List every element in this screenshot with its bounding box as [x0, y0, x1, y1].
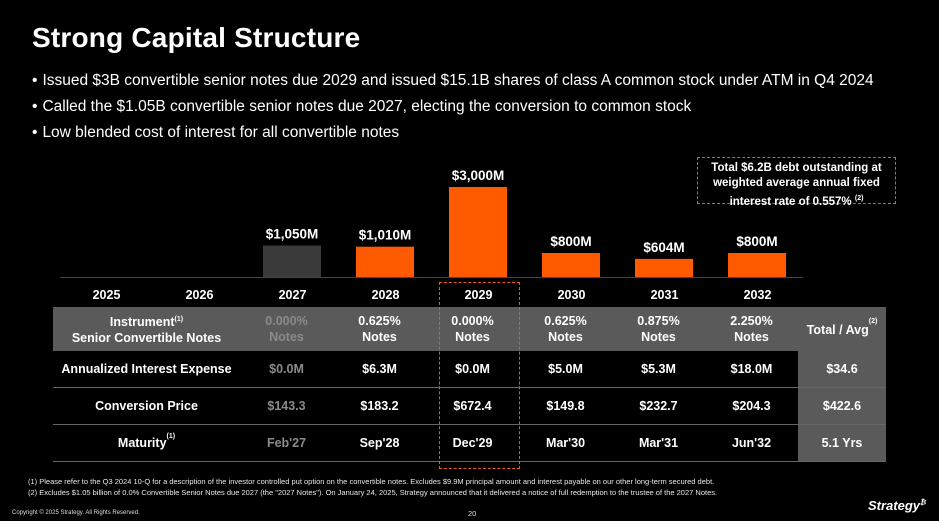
bar-value-label: $1,050M	[266, 227, 319, 242]
coupon-rate: 0.625%	[544, 314, 587, 328]
note-type: Notes	[455, 330, 490, 344]
table-cell: Dec'29	[426, 424, 519, 462]
header-cell-2027: 0.000% Notes	[240, 307, 333, 351]
maturity-bar-chart: $1,050M $1,010M $3,000M $800M $604M $800M	[60, 168, 803, 278]
footnote-ref: (1)	[174, 315, 184, 323]
callout-line: interest rate of 0.557% (2)	[698, 191, 895, 210]
table-cell: $183.2	[333, 387, 426, 425]
header-cell-2032: 2.250% Notes	[705, 307, 798, 351]
bar-2031	[635, 258, 693, 277]
callout-footnote-ref: (2)	[854, 195, 864, 202]
note-type: Notes	[362, 330, 397, 344]
year-tick-label: 2025	[92, 288, 121, 302]
bar-2028	[356, 246, 414, 277]
instrument-sublabel: Senior Convertible Notes	[71, 331, 222, 346]
bar-value-label: $800M	[550, 234, 591, 249]
copyright-text: Copyright © 2025 Strategy. All Rights Re…	[12, 510, 140, 516]
table-cell: $6.3M	[333, 351, 426, 388]
coupon-rate: 0.875%	[637, 314, 680, 328]
table-row: Annualized Interest Expense $0.0M $6.3M …	[53, 351, 886, 388]
table-cell: $5.0M	[519, 351, 612, 388]
bar-2027	[263, 245, 321, 277]
table-cell: $18.0M	[705, 351, 798, 388]
total-header-cell: Total / Avg(2)	[798, 307, 886, 351]
year-tick-label: 2032	[743, 288, 772, 302]
page-title: Strong Capital Structure	[32, 22, 361, 53]
footnote-ref: (2)	[868, 317, 878, 325]
callout-line: weighted average annual fixed	[713, 177, 880, 189]
bar-value-label: $800M	[736, 234, 777, 249]
row-label-cell: Maturity(1)	[53, 424, 240, 462]
bar-value-label: $3,000M	[452, 168, 505, 183]
row-label: Maturity	[117, 436, 167, 450]
year-axis: 2025 2026 2027 2028 2029 2030 2031 2032	[0, 288, 939, 304]
bullet-item: Issued $3B convertible senior notes due …	[32, 68, 873, 94]
note-type: Notes	[641, 330, 676, 344]
instrument-header-cell: Instrument(1) Senior Convertible Notes	[53, 307, 240, 351]
coupon-rate: 0.000%	[265, 314, 308, 328]
row-label: Annualized Interest Expense	[53, 351, 240, 388]
note-type: Notes	[269, 330, 304, 344]
table-header-row: Instrument(1) Senior Convertible Notes 0…	[53, 307, 886, 351]
coupon-rate: 0.000%	[451, 314, 494, 328]
strategy-logo: Strategy₿	[868, 498, 926, 513]
coupon-rate: 2.250%	[730, 314, 773, 328]
table-cell: $5.3M	[612, 351, 705, 388]
bullet-item: Low blended cost of interest for all con…	[32, 120, 874, 146]
capital-structure-table: Instrument(1) Senior Convertible Notes 0…	[53, 307, 886, 462]
total-cell: $34.6	[798, 351, 886, 388]
bullet-item: Called the $1.05B convertible senior not…	[32, 94, 874, 120]
note-type: Notes	[548, 330, 583, 344]
callout-line: Total $6.2B debt outstanding at	[711, 162, 882, 174]
year-tick-label: 2026	[185, 288, 214, 302]
coupon-rate: 0.625%	[358, 314, 401, 328]
note-type: Notes	[734, 330, 769, 344]
table-cell: $204.3	[705, 387, 798, 425]
header-cell-2029: 0.000% Notes	[426, 307, 519, 351]
footnote: (1) Please refer to the Q3 2024 10-Q for…	[28, 477, 715, 486]
bar-value-label: $1,010M	[359, 228, 412, 243]
table-row: Conversion Price $143.3 $183.2 $672.4 $1…	[53, 387, 886, 425]
total-header-label: Total / Avg	[806, 323, 869, 338]
table-cell: $149.8	[519, 387, 612, 425]
year-tick-label: 2027	[278, 288, 307, 302]
total-cell: 5.1 Yrs	[798, 424, 886, 462]
callout-rate-text: interest rate of 0.557%	[729, 195, 852, 208]
table-row: Maturity(1) Feb'27 Sep'28 Dec'29 Mar'30 …	[53, 424, 886, 462]
table-cell: $143.3	[240, 387, 333, 425]
footnote-ref: (1)	[166, 432, 176, 440]
table-cell: $0.0M	[240, 351, 333, 388]
table-cell: $0.0M	[426, 351, 519, 388]
bar-2029	[449, 187, 507, 277]
total-cell: $422.6	[798, 387, 886, 425]
year-tick-label: 2030	[557, 288, 586, 302]
year-tick-label: 2028	[371, 288, 400, 302]
table-cell: $232.7	[612, 387, 705, 425]
table-cell: $672.4	[426, 387, 519, 425]
bar-value-label: $604M	[643, 240, 684, 255]
year-tick-label: 2029	[464, 288, 493, 302]
table-cell: Sep'28	[333, 424, 426, 462]
bullet-list: Issued $3B convertible senior notes due …	[32, 68, 874, 146]
instrument-label: Instrument	[109, 315, 175, 330]
table-cell: Mar'30	[519, 424, 612, 462]
debt-callout-box: Total $6.2B debt outstanding at weighted…	[697, 157, 896, 208]
footnote: (2) Excludes $1.05 billion of 0.0% Conve…	[28, 488, 718, 497]
row-label: Conversion Price	[53, 387, 240, 425]
logo-text: Strategy	[868, 498, 921, 513]
bar-2032	[728, 253, 786, 277]
year-tick-label: 2031	[650, 288, 679, 302]
header-cell-2030: 0.625% Notes	[519, 307, 612, 351]
bar-2030	[542, 253, 600, 277]
table-cell: Feb'27	[240, 424, 333, 462]
footnotes: (1) Please refer to the Q3 2024 10-Q for…	[28, 476, 717, 498]
table-cell: Mar'31	[612, 424, 705, 462]
header-cell-2028: 0.625% Notes	[333, 307, 426, 351]
header-cell-2031: 0.875% Notes	[612, 307, 705, 351]
table-cell: Jun'32	[705, 424, 798, 462]
bitcoin-icon: ₿	[920, 499, 927, 507]
page-number: 20	[468, 509, 477, 518]
